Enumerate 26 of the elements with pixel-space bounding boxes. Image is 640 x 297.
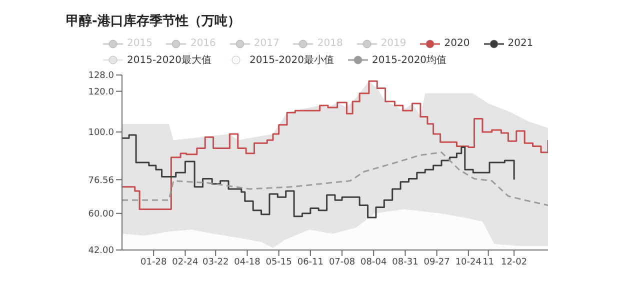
y-tick-label: 128.0 [88,71,114,82]
legend-label: 2021 [508,38,534,49]
x-tick-label: 08-04 [360,257,387,268]
x-tick-label: 05-15 [266,257,292,268]
y-tick-label: 120.0 [88,87,114,98]
x-tick-label: 09-27 [424,257,450,268]
x-tick-label: 04-18 [234,257,261,268]
y-tick-label: 60.00 [88,210,114,220]
y-tick-label: 100.0 [88,128,114,138]
legend-label: 2015-2020均值 [372,54,447,67]
x-tick-label: 11 [482,257,494,268]
y-tick-label: 76.56 [88,176,114,186]
x-tick-label: 01-28 [140,257,167,268]
x-tick-label: 03-22 [202,257,229,268]
legend-label: 2015-2020最大值 [127,54,212,67]
legend-label: 2015-2020最小值 [250,54,334,67]
x-tick-label: 12-02 [500,257,528,268]
x-tick-label: 02-24 [172,257,199,268]
legend-label: 2020 [444,38,470,49]
x-tick-label: 06-11 [297,257,324,268]
chart-title: 甲醇-港口库存季节性（万吨） [66,12,242,30]
line-series [122,152,548,206]
x-tick-label: 08-31 [392,257,418,268]
y-tick-label: 42.00 [88,246,114,256]
x-tick-label: 07-08 [328,257,356,268]
x-tick-label: 10-24 [455,257,482,268]
